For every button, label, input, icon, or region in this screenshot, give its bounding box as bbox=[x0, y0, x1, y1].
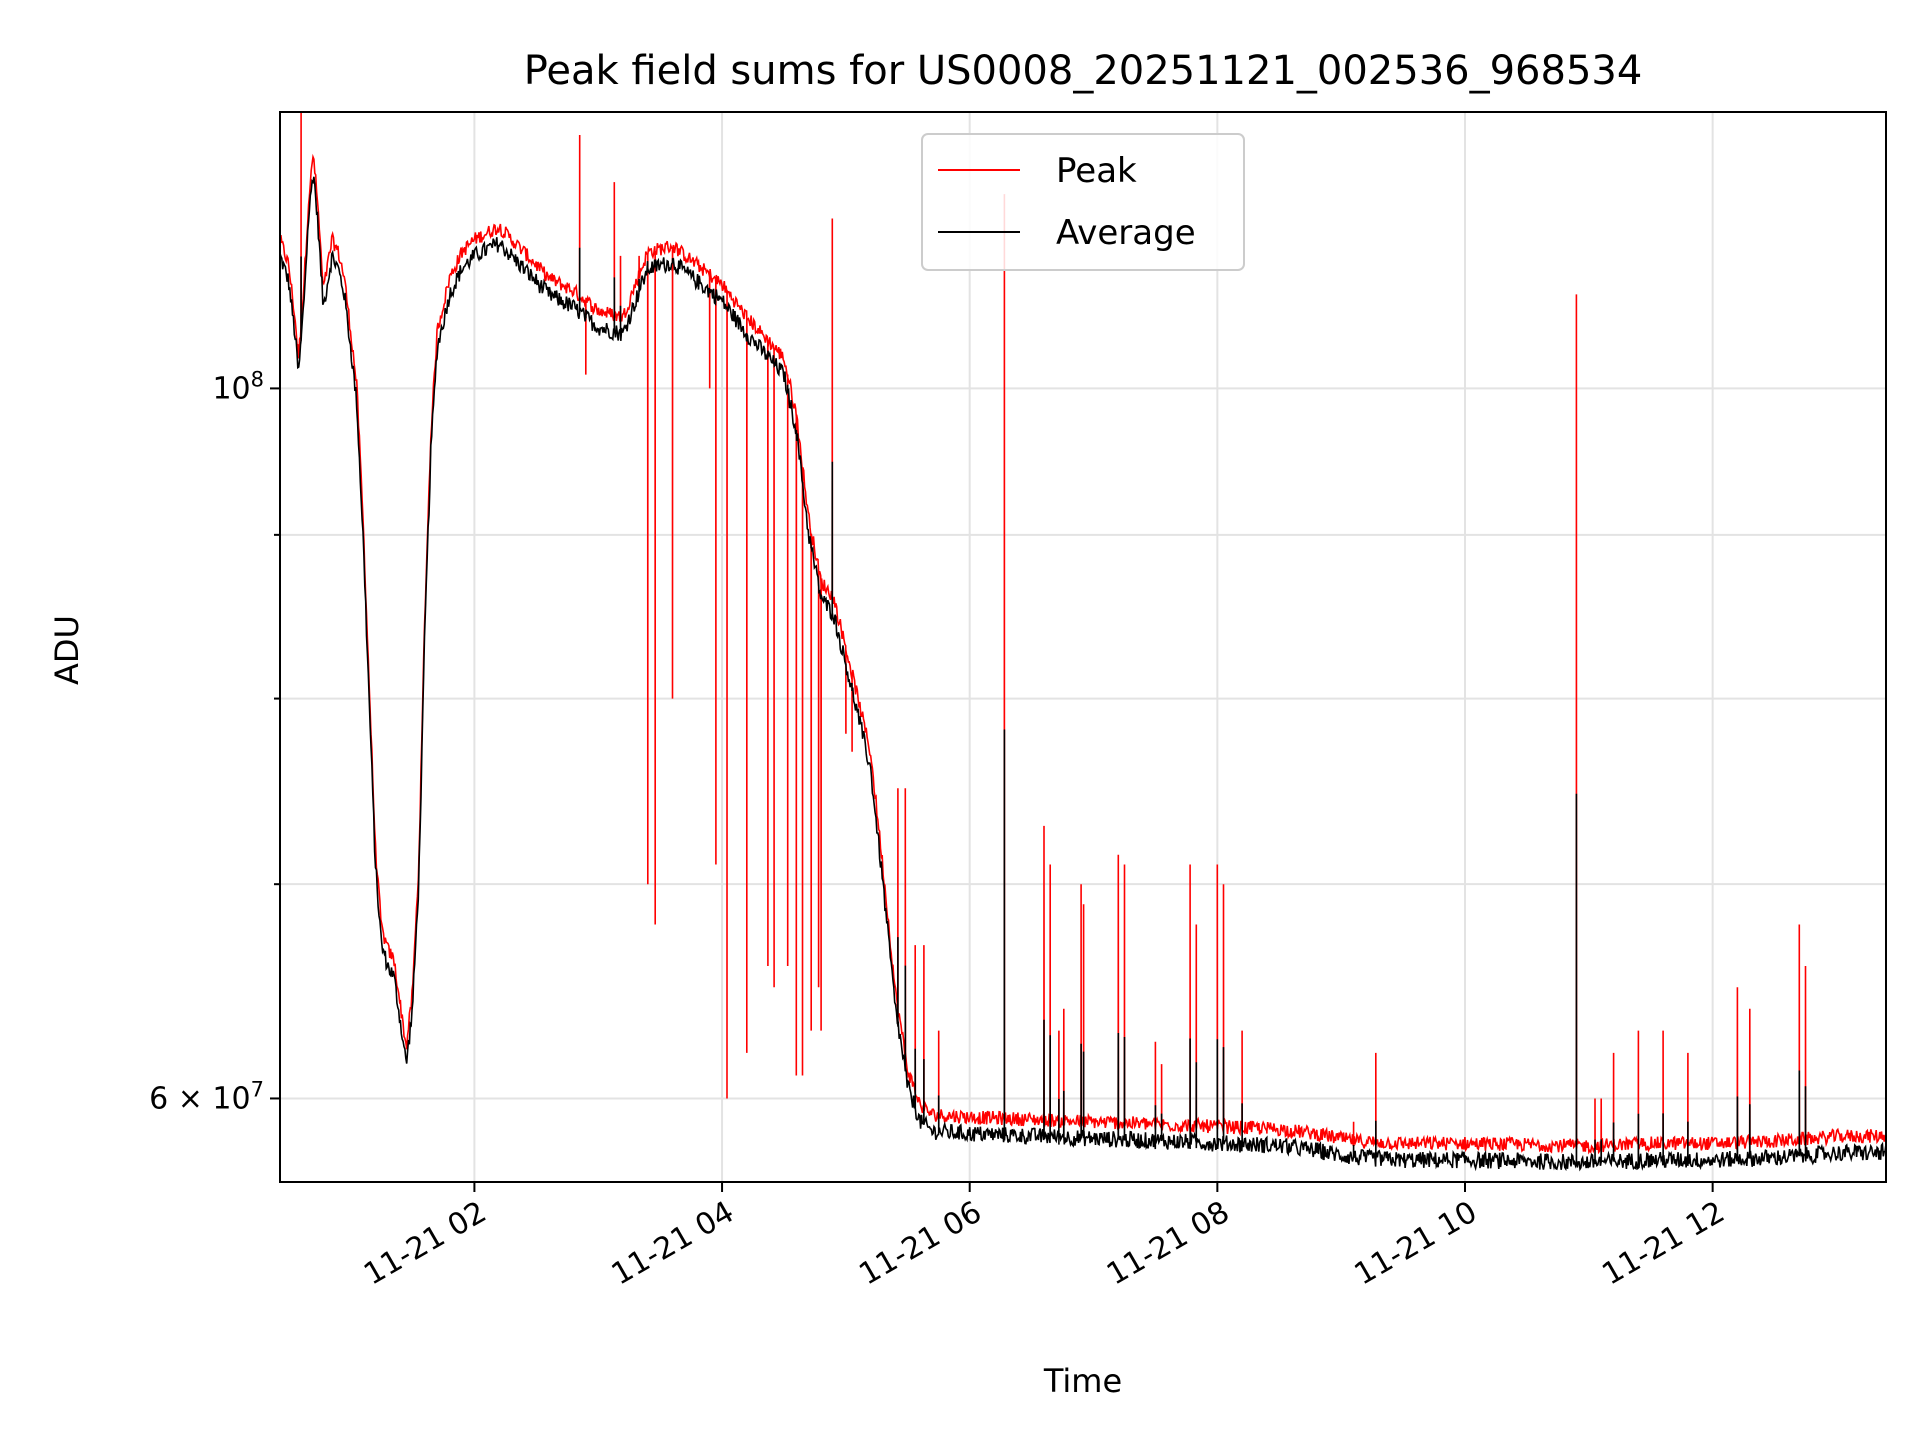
y-tick-label: 6 × 107 bbox=[149, 1077, 264, 1116]
x-axis-label: Time bbox=[1043, 1362, 1122, 1400]
legend: Peak Average bbox=[921, 133, 1245, 271]
y-tick-label: 108 bbox=[212, 367, 264, 406]
series-line-peak bbox=[280, 112, 1886, 1155]
chart-title: Peak field sums for US0008_20251121_0025… bbox=[524, 48, 1643, 94]
y-axis: 6 × 107 108 bbox=[149, 367, 280, 1116]
series-layer bbox=[280, 112, 1886, 1172]
y-axis-label: ADU bbox=[48, 615, 86, 685]
legend-label-average: Average bbox=[1056, 213, 1196, 253]
legend-box bbox=[921, 133, 1245, 271]
plot-frame bbox=[279, 111, 1887, 1183]
legend-label-peak: Peak bbox=[1056, 151, 1137, 191]
series-line-average bbox=[280, 176, 1886, 1172]
